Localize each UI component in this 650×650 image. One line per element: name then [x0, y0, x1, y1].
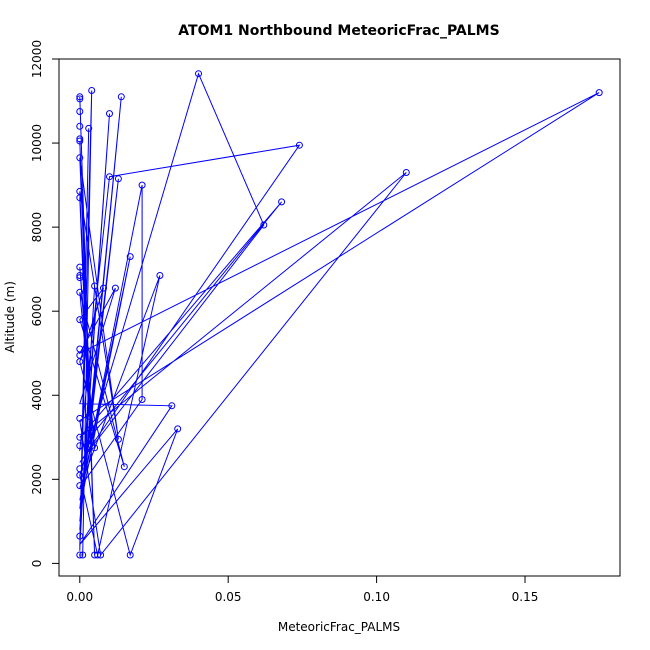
y-tick-label: 2000 — [30, 464, 44, 495]
data-point — [126, 253, 134, 261]
data-point — [85, 124, 93, 132]
y-tick-label: 10000 — [30, 124, 44, 162]
data-point — [76, 414, 84, 422]
data-point — [174, 425, 182, 433]
data-point — [114, 175, 122, 183]
y-axis: 0 2000 4000 6000 8000 10000 12000 — [30, 40, 59, 567]
data-point — [278, 198, 286, 206]
plot-frame — [58, 58, 621, 577]
data-point — [76, 465, 84, 473]
data-point — [595, 89, 603, 97]
data-point — [76, 482, 84, 490]
data-point — [295, 141, 303, 149]
data-point — [260, 221, 268, 229]
data-point — [91, 444, 99, 452]
y-tick-label: 0 — [30, 560, 44, 568]
data-point — [76, 108, 84, 115]
data-point — [76, 433, 84, 441]
data-point — [88, 429, 96, 437]
data-point — [114, 435, 122, 443]
data-point — [120, 463, 128, 471]
data-point — [76, 345, 84, 353]
data-point — [76, 187, 84, 195]
data-point — [76, 288, 84, 296]
data-point — [88, 427, 96, 435]
data-point — [76, 263, 84, 271]
y-tick-label: 6000 — [30, 296, 44, 327]
x-axis: 0.00 0.05 0.10 0.15 — [66, 576, 538, 604]
data-point — [126, 551, 134, 559]
data-point — [106, 110, 113, 118]
data-point — [100, 284, 107, 292]
y-tick-label: 8000 — [30, 212, 44, 243]
data-series — [76, 70, 603, 559]
data-point — [111, 284, 119, 292]
y-axis-label: Altitude (m) — [3, 281, 17, 353]
data-point — [76, 272, 84, 279]
data-point — [76, 442, 84, 450]
data-point — [76, 135, 84, 143]
y-tick-label: 12000 — [30, 40, 44, 78]
data-point — [76, 532, 84, 540]
data-point — [76, 154, 84, 162]
data-point — [76, 137, 84, 145]
data-point — [402, 169, 410, 176]
data-point — [195, 70, 202, 78]
data-point — [138, 181, 146, 189]
data-point — [97, 551, 105, 559]
x-tick-label: 0.00 — [66, 590, 93, 604]
data-point — [117, 93, 125, 101]
data-point — [76, 95, 84, 103]
data-point — [156, 272, 164, 279]
data-point — [79, 551, 87, 559]
data-point — [88, 87, 96, 94]
y-tick-label: 4000 — [30, 380, 44, 411]
data-point — [76, 93, 84, 101]
x-tick-label: 0.05 — [215, 590, 242, 604]
data-point — [85, 412, 93, 420]
data-point — [106, 173, 113, 181]
x-axis-label: MeteoricFrac_PALMS — [278, 620, 400, 634]
data-point — [76, 122, 84, 130]
data-point — [91, 282, 99, 290]
data-point — [76, 316, 84, 324]
data-point — [168, 402, 176, 410]
data-point — [138, 396, 146, 403]
data-point — [76, 274, 84, 282]
x-tick-label: 0.10 — [363, 590, 390, 604]
data-point — [94, 551, 102, 559]
x-tick-label: 0.15 — [512, 590, 539, 604]
data-point — [76, 551, 84, 559]
series-line — [78, 72, 600, 557]
chart-title: ATOM1 Northbound MeteoricFrac_PALMS — [178, 23, 499, 39]
